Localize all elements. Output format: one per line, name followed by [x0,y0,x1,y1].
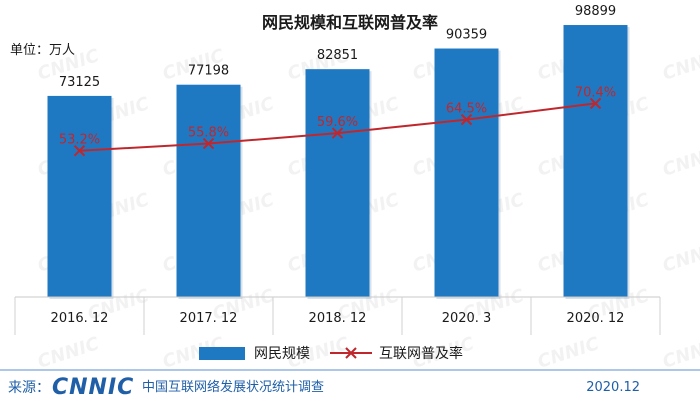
marker-stroke [331,127,344,139]
source-label: 来源： [8,380,50,396]
x-axis-layer: 2016. 12 2017. 12 2018. 12 2020. 3 2020. 12 [14,296,661,335]
unit-label: 单位：万人 [10,43,75,58]
line-value-label: 55.8% [188,126,229,141]
marker-stroke [589,97,602,110]
x-tick-label: 2018. 12 [309,311,367,326]
x-tick-label: 2020. 12 [567,311,625,326]
bar-value-label: 98899 [575,4,616,19]
bar [305,69,370,297]
line-point-marker [73,144,86,157]
watermark-text: CNNIC [660,237,700,277]
line-value-label: 53.2% [59,133,100,148]
bar [434,48,499,297]
line-point-marker [460,113,473,126]
line-point-marker [202,137,215,150]
bar [47,95,112,297]
x-tick-label: 2020. 3 [442,311,492,326]
legend-bar-label: 网民规模 [254,346,310,362]
legend: 网民规模 互联网普及率 [199,345,463,362]
bar-value-label: 90359 [446,28,487,43]
legend-line-marker [345,347,357,359]
x-tick-label: 2016. 12 [51,311,109,326]
line-point-marker [331,127,344,139]
legend-line-label: 互联网普及率 [379,345,463,362]
watermark-text: CNNIC [35,333,102,373]
footer-date: 2020.12 [586,380,640,395]
bar-value-label: 73125 [59,75,100,90]
watermark-text: CNNIC [535,333,602,373]
bars-layer [47,25,630,300]
cnnic-logo: CNNIC [52,375,134,400]
line-layer [73,97,602,157]
bar-value-label: 82851 [317,48,358,63]
line-value-label: 64.5% [446,102,487,117]
bar [176,84,241,297]
marker-stroke [202,137,215,150]
legend-bar-swatch [199,347,245,360]
marker-stroke [460,113,473,126]
bar-value-label: 77198 [188,64,229,79]
watermark-text: CNNIC [660,141,700,181]
line-value-label: 59.6% [317,115,358,130]
line-point-marker [589,97,602,110]
bar [563,25,628,298]
line-value-label: 70.4% [575,85,616,100]
watermark-text: CNNIC [660,45,700,85]
labels-layer: 73125 77198 82851 90359 98899 53.2% 55.8% 59.6%… [59,4,616,148]
chart-title: 网民规模和互联网普及率 [262,13,438,32]
org-name: 中国互联网络发展状况统计调查 [142,379,324,395]
marker-stroke [73,144,86,157]
watermark-text: CNNIC [660,333,700,373]
x-tick-label: 2017. 12 [180,311,238,326]
